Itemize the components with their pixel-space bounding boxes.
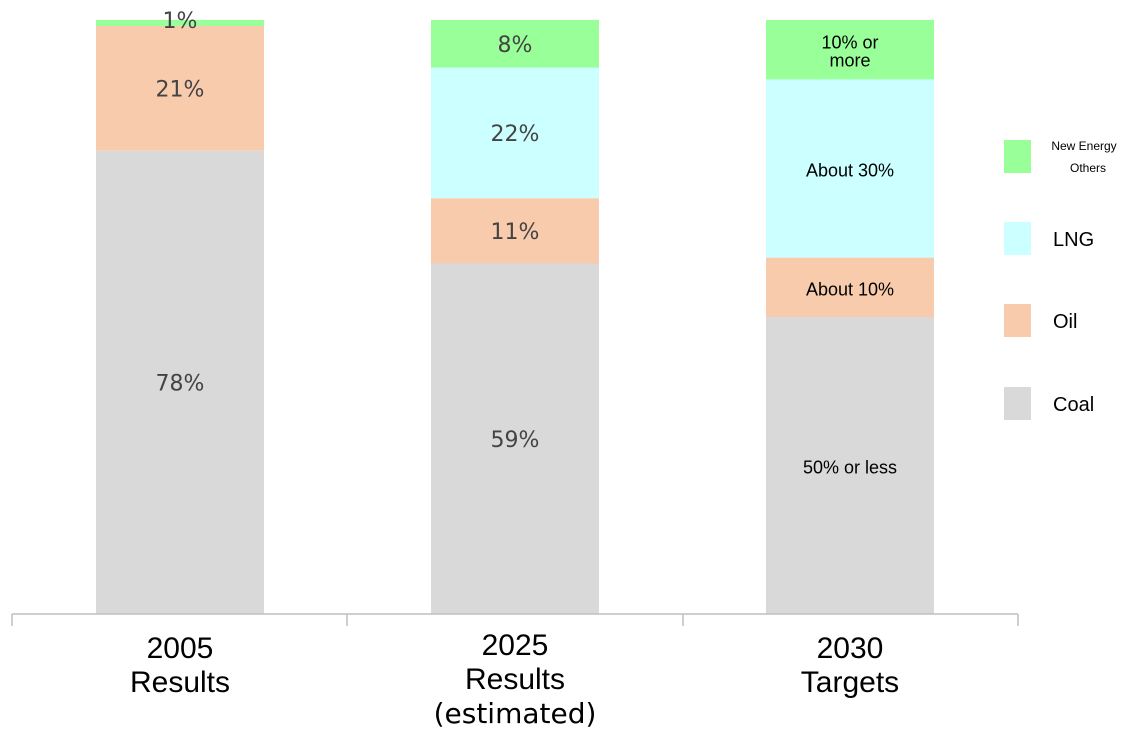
data-label-oil-2: About 10% [806,279,894,299]
data-label-oil-1: 11% [491,220,540,245]
bar-segment-lng-1 [431,67,599,199]
bar-segment-new-energy-others-1 [431,20,599,68]
data-label-coal-1: 59% [491,428,540,453]
category-label-0: 2005 Results [130,632,230,699]
bar-segment-coal-2 [766,317,934,614]
data-label-coal-2: 50% or less [803,458,897,478]
x-axis [11,613,1019,626]
data-label-lng-1: 22% [491,122,540,147]
legend-label-3: Coal [1053,394,1094,416]
category-labels-group: 2005 Results 2025 Results (estimated) 2030 Tar… [130,629,899,730]
data-label-lng-2: About 30% [806,161,894,181]
bars-group [96,20,934,614]
legend-label-0-line2: Others [1070,161,1106,175]
bar-segment-oil-2 [766,257,934,317]
bar-segment-lng-2 [766,79,934,258]
legend: New Energy Others LNG Oil Coal [1004,139,1117,420]
category-label-1: 2025 Results (estimated) [434,629,597,730]
legend-swatch-0 [1004,140,1031,173]
legend-swatch-2 [1004,304,1031,337]
data-label-new-energy-others-2: 10% or more [821,33,878,71]
legend-swatch-1 [1004,222,1031,255]
bar-segment-oil-1 [431,198,599,264]
bar-segment-oil-0 [96,25,264,151]
bar-segment-new-energy-others-2 [766,20,934,80]
data-label-oil-0: 21% [156,77,205,102]
segment-labels-group: 78% 21% 1% 59% 11% 22% 8% 50% or less About 10% A… [156,9,897,478]
category-label-2: 2030 Targets [801,632,899,699]
legend-label-2: Oil [1053,311,1077,333]
bar-segment-coal-0 [96,150,264,614]
legend-swatch-3 [1004,387,1031,420]
data-label-coal-0: 78% [156,371,205,396]
legend-label-1: LNG [1053,229,1094,251]
data-label-new-energy-others-0: 1% [163,9,198,34]
bar-segment-new-energy-others-0 [96,20,264,26]
data-label-new-energy-others-1: 8% [498,33,533,58]
legend-label-0: New Energy [1051,139,1116,153]
bar-segment-coal-1 [431,263,599,614]
